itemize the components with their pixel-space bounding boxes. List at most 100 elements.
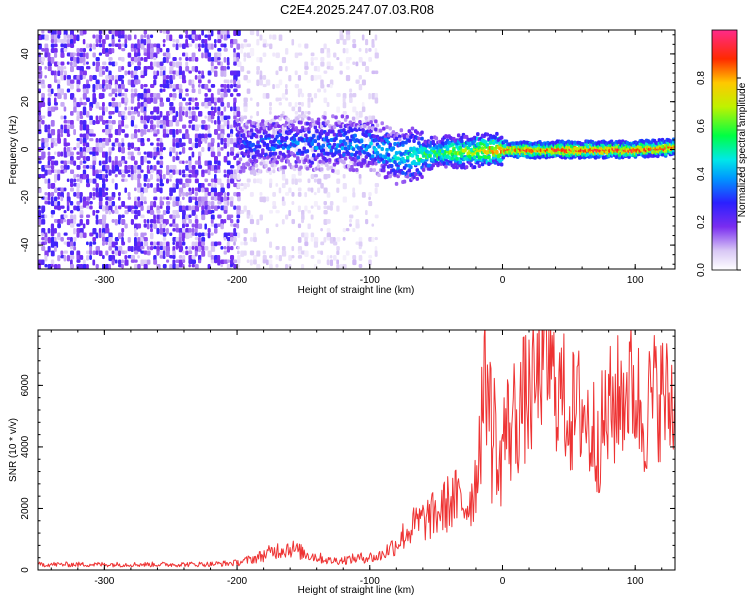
heatmap-cell — [310, 75, 314, 81]
heatmap-cell — [95, 43, 99, 48]
heatmap-cell — [153, 187, 157, 194]
heatmap-cell — [102, 120, 106, 125]
heatmap-cell — [210, 142, 215, 147]
carrier-trace-cell — [286, 117, 291, 122]
heatmap-cell — [265, 160, 270, 165]
heatmap-cell — [172, 93, 177, 99]
heatmap-cell — [188, 160, 192, 166]
heatmap-cell — [278, 34, 283, 41]
heatmap-cell — [172, 214, 176, 221]
heatmap-cell — [169, 223, 173, 227]
carrier-trace-cell — [305, 121, 310, 126]
heatmap-cell — [79, 196, 83, 203]
heatmap-cell — [98, 232, 102, 239]
heatmap-cell — [140, 84, 144, 90]
heatmap-cell — [166, 241, 170, 248]
heatmap-cell — [150, 223, 153, 229]
heatmap-cell — [89, 165, 94, 169]
heatmap-cell — [105, 192, 109, 196]
heatmap-cell — [70, 156, 74, 161]
heatmap-cell — [178, 138, 182, 143]
heatmap-cell — [172, 106, 176, 114]
heatmap-cell — [304, 43, 309, 49]
heatmap-cell — [73, 129, 76, 136]
heatmap-cell — [166, 30, 170, 35]
carrier-trace-cell — [324, 135, 329, 140]
carrier-trace-cell — [374, 138, 378, 143]
heatmap-cell — [188, 111, 192, 115]
carrier-trace-cell — [358, 120, 362, 125]
heatmap-cell — [336, 246, 340, 251]
heatmap-cell — [82, 75, 86, 80]
heatmap-cell — [374, 183, 380, 188]
carrier-trace-cell — [460, 135, 464, 140]
heatmap-cell — [223, 196, 228, 202]
heatmap-cell — [368, 57, 372, 62]
carrier-trace-cell — [362, 158, 367, 163]
heatmap-cell — [233, 39, 238, 45]
carrier-trace-cell — [307, 116, 311, 121]
heatmap-cell — [313, 66, 318, 72]
heatmap-cell — [310, 232, 315, 238]
heatmap-cell — [137, 223, 142, 229]
heatmap-cell — [368, 255, 373, 259]
heatmap-cell — [63, 129, 68, 134]
heatmap-cell — [374, 250, 378, 257]
carrier-trace-cell — [240, 117, 244, 122]
heatmap-cell — [60, 205, 65, 209]
heatmap-cell — [368, 237, 373, 242]
heatmap-cell — [111, 250, 115, 255]
carrier-trace-cell — [396, 156, 400, 161]
heatmap-cell — [182, 133, 187, 140]
heatmap-cell — [47, 88, 52, 93]
heatmap-cell — [185, 160, 189, 164]
heatmap-cell — [54, 102, 58, 106]
heatmap-cell — [127, 106, 132, 111]
heatmap-cell — [140, 115, 144, 121]
heatmap-cell — [118, 169, 122, 175]
heatmap-cell — [41, 30, 45, 34]
heatmap-cell — [358, 246, 362, 250]
heatmap-cell — [358, 57, 363, 63]
heatmap-cell — [313, 57, 318, 61]
carrier-trace-cell — [498, 146, 502, 151]
heatmap-cell — [76, 115, 80, 122]
heatmap-cell — [63, 232, 68, 236]
heatmap-cell — [169, 34, 173, 42]
heatmap-cell — [272, 52, 276, 57]
heatmap-cell — [355, 79, 360, 84]
heatmap-cell — [256, 30, 260, 37]
y-tick-label: -20 — [20, 190, 31, 205]
heatmap-cell — [66, 129, 70, 135]
heatmap-cell — [118, 259, 122, 265]
heatmap-cell — [198, 259, 202, 264]
heatmap-cell — [63, 124, 68, 130]
heatmap-cell — [70, 39, 74, 45]
heatmap-cell — [217, 48, 222, 52]
heatmap-cell — [118, 250, 121, 257]
heatmap-cell — [140, 93, 144, 100]
carrier-trace-cell — [480, 162, 485, 167]
heatmap-cell — [153, 70, 156, 76]
heatmap-cell — [146, 246, 151, 250]
heatmap-cell — [140, 43, 145, 50]
heatmap-cell — [301, 219, 305, 224]
heatmap-cell — [361, 79, 366, 86]
carrier-trace-cell — [334, 115, 338, 120]
heatmap-cell — [275, 223, 279, 228]
heatmap-cell — [143, 196, 147, 202]
heatmap-cell — [130, 106, 134, 111]
heatmap-cell — [41, 165, 46, 172]
heatmap-cell — [210, 165, 216, 172]
carrier-trace-cell — [385, 125, 389, 130]
carrier-trace-cell — [343, 146, 348, 151]
carrier-trace-cell — [410, 153, 415, 158]
heatmap-cell — [150, 111, 154, 115]
heatmap-cell — [336, 264, 340, 269]
heatmap-cell — [95, 210, 100, 214]
heatmap-cell — [223, 120, 227, 127]
carrier-trace-cell — [240, 145, 244, 150]
spectrogram-y-axis-label: Frequency (Hz) — [8, 116, 19, 185]
heatmap-cell — [153, 115, 157, 121]
